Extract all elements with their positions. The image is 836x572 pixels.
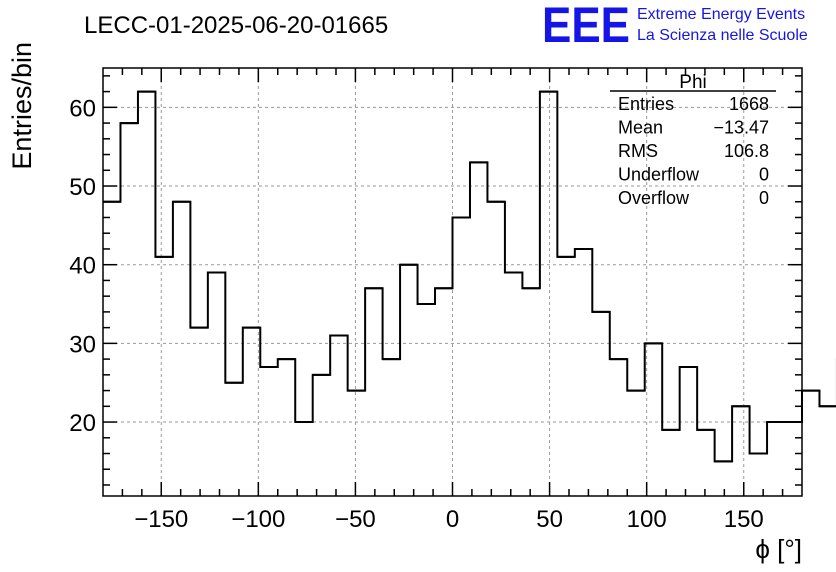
logo-line-1: Extreme Energy Events [637,6,805,23]
stats-row-label: Overflow [618,188,690,208]
x-axis-title: ϕ [°] [755,534,802,564]
stats-row-label: Mean [618,118,663,138]
eee-logo: EEE Extreme Energy Events La Scienza nel… [542,0,808,53]
y-tick-label: 50 [69,174,96,201]
stats-box: Phi Entries 1668 Mean −13.47 RMS 106.8 Underfl… [610,72,776,208]
x-tick-label: 0 [446,506,459,533]
stats-row-value: 0 [759,188,769,208]
x-tick-label: −50 [335,506,376,533]
y-tick-label: 60 [69,95,96,122]
stats-rows: Entries 1668 Mean −13.47 RMS 106.8 Underflow 0 O… [618,94,769,208]
stats-row-value: 0 [759,165,769,185]
chart-title: LECC-01-2025-06-20-01665 [84,12,388,39]
histogram-bins [103,90,836,463]
stats-box-title: Phi [679,72,706,93]
x-tick-label: −150 [134,506,188,533]
stats-row-value: 1668 [729,94,769,114]
x-tick-label: 50 [536,506,563,533]
x-tick-label: 100 [627,506,667,533]
stats-row-label: RMS [618,141,658,161]
logo-mark: EEE [542,0,630,53]
x-tick-label: −100 [231,506,285,533]
y-tick-label: 30 [69,331,96,358]
stats-row-label: Entries [618,94,674,114]
logo-line-2: La Scienza nelle Scuole [637,27,808,44]
stats-row-label: Underflow [618,165,700,185]
y-tick-label: 40 [69,253,96,280]
stats-row-value: −13.47 [713,118,769,138]
x-tick-label: 150 [724,506,764,533]
axis-ticks [103,68,802,496]
y-axis-title: Entries/bin [7,42,37,170]
stats-row-value: 106.8 [724,141,769,161]
y-tick-label: 20 [69,410,96,437]
tick-labels: −150 −100 −50 0 50 100 150 20 30 40 50 60 [69,95,763,533]
